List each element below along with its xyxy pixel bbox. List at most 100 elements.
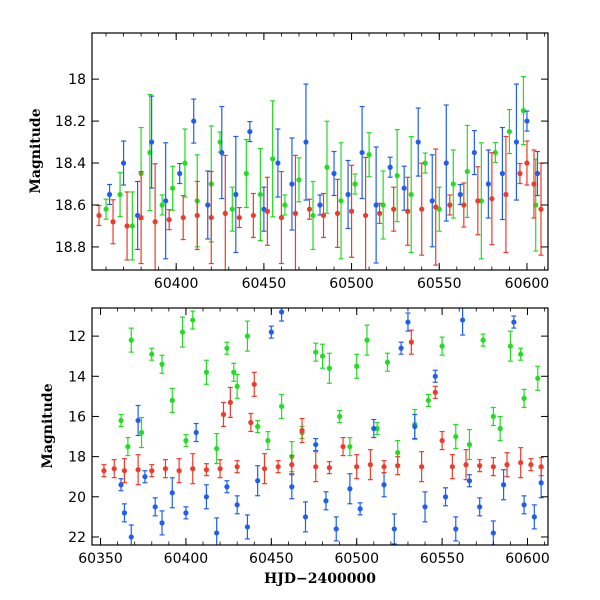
bottom-data-point: [357, 506, 363, 512]
top-data-point: [429, 198, 435, 204]
top-data-point: [250, 212, 256, 219]
top-y-tick-label: 18.6: [55, 198, 86, 214]
bottom-data-point: [466, 441, 473, 448]
top-y-axis-title: Magnitude: [28, 108, 44, 193]
top-data-point: [524, 118, 530, 124]
top-data-point: [538, 206, 544, 212]
bottom-data-point: [275, 464, 281, 470]
bottom-data-point: [347, 486, 353, 492]
top-data-point: [394, 173, 400, 179]
top-data-point: [247, 128, 253, 135]
top-x-tick-label: 60500: [329, 276, 374, 292]
bottom-data-point: [101, 468, 107, 474]
bottom-data-point: [453, 433, 459, 440]
bottom-data-point: [381, 464, 387, 470]
bottom-x-tick-label: 60600: [505, 551, 550, 567]
bottom-data-point: [217, 466, 223, 472]
top-data-point: [464, 168, 470, 175]
bottom-data-point: [231, 369, 237, 375]
bottom-x-tick-label: 60450: [249, 551, 294, 567]
top-data-point: [289, 181, 295, 187]
top-data-point: [415, 139, 421, 145]
top-axis-ticks: 60400 60450 60500 60550 60600 18 18.2 18.4 18.6 1…: [55, 33, 549, 292]
top-data-point: [243, 170, 249, 177]
bottom-data-point: [255, 478, 261, 484]
bottom-data-point: [337, 413, 343, 420]
top-y-tick-label: 18.8: [55, 240, 86, 256]
top-data-point: [236, 214, 242, 221]
top-data-point: [163, 198, 169, 204]
bottom-data-point: [152, 504, 158, 510]
top-plot-frame: [91, 32, 549, 271]
bottom-data-point: [135, 467, 141, 473]
bottom-y-tick-label: 14: [68, 369, 86, 385]
bottom-data-point: [466, 478, 473, 484]
bottom-data-point: [149, 351, 155, 357]
bottom-data-point: [480, 337, 486, 343]
bottom-series-2: [118, 308, 544, 545]
bottom-data-point: [278, 309, 285, 315]
bottom-data-point: [395, 463, 401, 469]
top-data-point: [296, 177, 302, 183]
bottom-y-tick-label: 16: [68, 409, 86, 425]
bottom-data-point: [162, 466, 169, 472]
bottom-data-point: [425, 397, 432, 403]
bottom-data-point: [227, 399, 233, 405]
bottom-data-point: [203, 494, 210, 500]
bottom-y-tick-label: 20: [68, 490, 86, 506]
bottom-data-point: [142, 474, 148, 480]
bottom-data-point: [340, 443, 346, 450]
bottom-data-point: [203, 369, 210, 375]
top-data-point: [106, 191, 113, 198]
bottom-data-point: [326, 365, 332, 371]
top-data-point: [499, 170, 505, 177]
bottom-y-tick-label: 18: [68, 450, 86, 466]
top-data-point: [149, 139, 155, 145]
bottom-data-point: [121, 468, 128, 474]
bottom-data-point: [477, 504, 483, 510]
bottom-data-point: [490, 464, 496, 470]
bottom-data-point: [278, 403, 285, 410]
top-data-point: [219, 149, 225, 156]
top-data-point: [534, 170, 541, 177]
bottom-data-point: [313, 349, 319, 355]
bottom-data-point: [220, 411, 227, 418]
bottom-data-point: [118, 482, 124, 488]
bottom-data-point: [354, 363, 360, 369]
top-data-point: [182, 160, 188, 166]
top-series-1: [103, 76, 539, 261]
bottom-data-point: [121, 510, 128, 516]
bottom-data-point: [507, 343, 514, 349]
top-data-point: [345, 191, 351, 198]
top-data-point: [359, 149, 365, 156]
top-data-point: [531, 181, 537, 187]
bottom-series-3: [101, 329, 544, 486]
bottom-data-point: [289, 484, 295, 490]
bottom-data-point: [432, 373, 438, 379]
bottom-data-point: [183, 437, 189, 444]
bottom-data-point: [439, 343, 445, 349]
bottom-data-point: [419, 464, 425, 470]
top-data-point: [457, 191, 463, 198]
top-data-point: [489, 196, 495, 202]
top-data-point: [338, 198, 344, 204]
bottom-data-point: [408, 339, 414, 345]
top-data-point: [387, 164, 393, 170]
bottom-data-point: [511, 319, 517, 325]
top-data-point: [208, 214, 214, 221]
bottom-data-point: [422, 504, 428, 510]
top-data-point: [317, 202, 323, 208]
bottom-data-point: [159, 520, 165, 526]
top-data-point: [229, 206, 235, 212]
bottom-data-point: [371, 425, 377, 432]
top-data-point: [170, 185, 176, 191]
bottom-data-point: [497, 425, 503, 432]
bottom-y-tick-label: 12: [68, 329, 86, 345]
bottom-data-point: [169, 490, 175, 496]
bottom-data-point: [518, 460, 524, 466]
bottom-series-1: [118, 310, 541, 473]
bottom-data-point: [149, 468, 155, 474]
top-data-point: [352, 181, 358, 187]
top-data-point: [292, 210, 299, 216]
top-y-tick-label: 18.2: [55, 114, 86, 130]
